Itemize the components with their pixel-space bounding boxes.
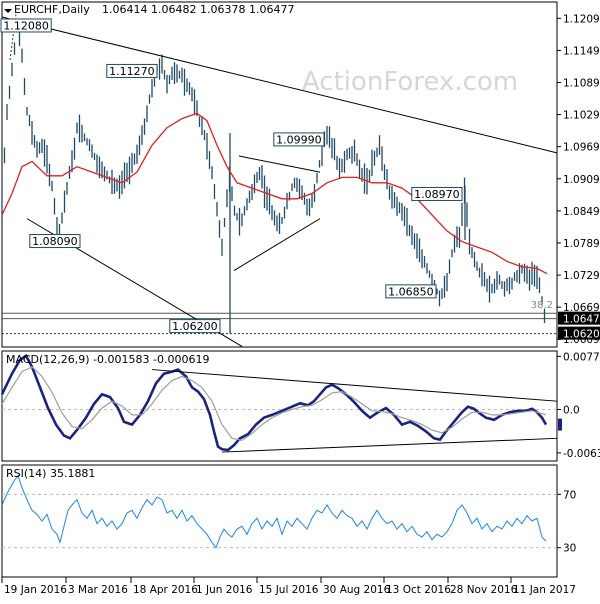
- price-label-box: [0, 18, 52, 33]
- macd-current-marker: [558, 418, 562, 431]
- price-y-tick-label: 1.12095: [563, 13, 600, 25]
- price-trendline: [1, 16, 558, 154]
- macd-signal-line: [1, 366, 547, 442]
- fib-label: 38.2: [531, 300, 553, 311]
- x-tick-label: 19 Jan 2016: [4, 584, 67, 596]
- macd-y-tick-label: 0.007726: [563, 351, 600, 363]
- macd-trendline: [221, 437, 558, 453]
- support-price-box: [558, 326, 600, 340]
- x-tick-label: 30 Aug 2016: [323, 584, 391, 596]
- macd-y-tick-label: 0.0: [563, 404, 580, 416]
- current-price-label: 1.06477: [563, 314, 600, 326]
- price-label-box: [273, 132, 325, 147]
- price-panel-frame: [1, 1, 558, 348]
- rsi-line: [1, 474, 547, 549]
- x-tick-label: 11 Jan 2017: [513, 584, 576, 596]
- price-y-tick-label: 1.10895: [563, 78, 600, 90]
- rsi-y-tick-label: 70: [563, 489, 576, 501]
- watermark: ActionForex.com: [302, 67, 518, 97]
- x-tick-label: 3 Mar 2016: [68, 584, 128, 596]
- price-y-tick-label: 1.06695: [563, 302, 600, 314]
- price-panel: ActionForex.com 1.12080 1.11270 1.09990 1.08…: [0, 3, 600, 347]
- price-label: 1.08090: [32, 235, 78, 248]
- price-y-tick-label: 1.08495: [563, 206, 600, 218]
- price-label: 1.08970: [414, 188, 460, 201]
- x-tick-label: 1 Jun 2016: [196, 584, 253, 596]
- rsi-title: RSI(14) 35.1881: [6, 467, 95, 480]
- macd-panel-frame: [1, 350, 558, 462]
- price-label-box: [29, 234, 81, 249]
- price-label-box: [106, 63, 158, 78]
- price-y-tick-label: 1.10295: [563, 110, 600, 122]
- price-y-tick-label: 1.11495: [563, 45, 600, 57]
- x-tick-label: 15 Jul 2016: [259, 584, 319, 596]
- price-title: EURCHF,Daily: [14, 3, 90, 16]
- price-y-tick-label: 1.09695: [563, 142, 600, 154]
- macd-line: [0, 353, 548, 452]
- macd-trendline: [151, 369, 558, 402]
- price-label-box: [385, 284, 437, 299]
- price-label-box: [169, 319, 221, 334]
- price-label: 1.06200: [172, 320, 218, 333]
- macd-y-tick-label: -0.006327: [563, 448, 600, 460]
- current-price-box: [558, 311, 600, 325]
- support-price-label: 1.06200: [563, 329, 600, 341]
- price-label: 1.11270: [109, 65, 155, 78]
- price-y-tick-label: 1.07895: [563, 238, 600, 250]
- collapse-triangle-icon: [4, 9, 12, 13]
- x-tick-label: 28 Nov 2016: [450, 584, 518, 596]
- x-tick-label: 18 Apr 2016: [133, 584, 198, 596]
- price-trendline: [233, 218, 321, 271]
- price-label: 1.09990: [276, 133, 322, 146]
- price-label: 1.12080: [3, 19, 49, 32]
- price-label: 1.06850: [388, 285, 434, 298]
- price-trendline: [238, 155, 321, 173]
- rsi-y-tick-label: 30: [563, 543, 576, 555]
- price-label-box: [411, 186, 463, 201]
- rsi-panel: RSI(14) 35.1881 70 30: [1, 467, 576, 555]
- ohlc-readout: 1.06414 1.06482 1.06378 1.06477: [102, 3, 294, 16]
- macd-title: MACD(12,26,9) -0.001583 -0.000619: [6, 353, 209, 366]
- price-y-tick-label: 1.09095: [563, 174, 600, 186]
- price-y-tick-label: 1.07295: [563, 270, 600, 282]
- rsi-panel-frame: [1, 464, 558, 578]
- macd-panel: MACD(12,26,9) -0.001583 -0.000619 0.00772…: [0, 351, 600, 460]
- moving-average-line: [1, 112, 548, 275]
- x-tick-label: 13 Oct 2016: [386, 584, 451, 596]
